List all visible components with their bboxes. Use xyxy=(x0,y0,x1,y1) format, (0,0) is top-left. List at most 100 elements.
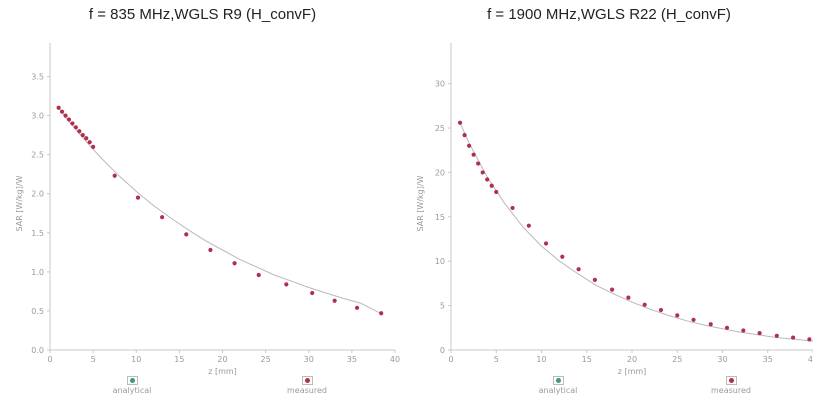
chart-plot: 0 5 10 15 20 25 30 35 40 0 5 10 15 20 25 30 z [mm] SAR [W… xyxy=(416,43,813,376)
data-point-measured xyxy=(494,189,499,195)
data-point-measured xyxy=(70,121,75,126)
x-tick-label: 20 xyxy=(627,355,637,364)
data-point-measured xyxy=(73,125,78,130)
y-tick-label: 25 xyxy=(435,124,445,133)
data-point-measured xyxy=(87,140,92,145)
x-tick-label: 30 xyxy=(717,355,727,364)
data-point-measured xyxy=(526,223,531,228)
y-tick-label: 1.0 xyxy=(31,268,44,277)
data-point-measured xyxy=(56,105,61,110)
data-point-measured xyxy=(284,282,289,287)
data-point-measured xyxy=(471,152,476,157)
data-point-measured xyxy=(84,136,89,141)
y-axis-label: SAR [W/kg]/W xyxy=(416,175,425,231)
data-point-measured xyxy=(66,117,72,122)
data-point-measured xyxy=(91,144,96,149)
x-axis-label: z [mm] xyxy=(208,367,237,376)
legend-item-measured[interactable]: measured xyxy=(696,376,766,395)
legend-swatch-measured xyxy=(301,376,313,385)
x-tick-label: 10 xyxy=(536,355,546,364)
data-point-measured xyxy=(741,328,746,333)
data-point-measured xyxy=(560,254,565,259)
chart-title: f = 1900 MHz,WGLS R22 (H_convF) xyxy=(487,6,731,23)
x-axis-label: z [mm] xyxy=(618,367,647,376)
y-tick-label: 3.0 xyxy=(31,112,44,121)
data-point-measured xyxy=(510,205,515,211)
series-line-analytical xyxy=(58,107,383,315)
chart-panel-right: f = 1900 MHz,WGLS R22 (H_convF) 0 5 10 15 20… xyxy=(405,0,813,402)
data-point-measured xyxy=(232,261,237,266)
data-point-measured xyxy=(609,287,615,292)
data-point-measured xyxy=(658,307,664,313)
y-axis-label: SAR [W/kg]/W xyxy=(15,175,24,231)
legend-label-measured: measured xyxy=(711,386,751,395)
data-point-measured xyxy=(626,295,631,300)
data-point-measured xyxy=(462,133,467,138)
y-tick-label: 15 xyxy=(435,213,445,222)
data-point-measured xyxy=(485,177,490,182)
x-tick-label: 0 xyxy=(47,355,52,364)
legend-swatch-analytical xyxy=(126,376,138,385)
data-point-measured xyxy=(59,109,65,114)
x-tick-label: 25 xyxy=(672,355,682,364)
x-tick-label: 40 xyxy=(390,355,400,364)
data-point-measured xyxy=(675,313,680,318)
y-tick-label: 0 xyxy=(440,346,445,355)
x-tick-label: 30 xyxy=(304,355,314,364)
x-tick-label: 10 xyxy=(131,355,141,364)
data-point-measured xyxy=(476,161,481,166)
x-tick-label: 25 xyxy=(261,355,271,364)
legend-item-measured[interactable]: measured xyxy=(272,376,342,395)
data-point-measured xyxy=(135,195,141,200)
data-point-measured xyxy=(184,232,189,237)
y-tick-label: 1.5 xyxy=(31,229,44,238)
series-line-analytical xyxy=(459,122,813,342)
x-tick-label: 40 xyxy=(808,355,813,364)
data-point-measured xyxy=(774,333,779,338)
x-tick-label: 15 xyxy=(174,355,184,364)
data-point-measured xyxy=(790,335,796,340)
y-tick-label: 10 xyxy=(435,257,445,266)
legend-swatch-analytical xyxy=(552,376,564,385)
legend-item-analytical[interactable]: analytical xyxy=(523,376,593,395)
y-tick-label: 0.0 xyxy=(31,346,44,355)
data-point-measured xyxy=(480,170,485,175)
data-point-measured xyxy=(724,325,730,330)
data-point-measured xyxy=(77,129,82,134)
chart-plot: 0 5 10 15 20 25 30 35 40 0.0 0.5 1.0 1.5 2.0 2.5 3.0 3.5… xyxy=(15,43,400,376)
data-point-measured xyxy=(807,337,812,342)
x-tick-label: 0 xyxy=(448,355,453,364)
data-point-measured xyxy=(457,120,463,125)
x-tick-label: 5 xyxy=(91,355,96,364)
x-tick-label: 35 xyxy=(347,355,357,364)
data-point-measured xyxy=(489,183,494,188)
legend-swatch-measured xyxy=(725,376,737,385)
data-point-measured xyxy=(691,317,696,322)
data-point-measured xyxy=(208,247,213,253)
data-point-measured xyxy=(543,241,549,246)
data-point-measured xyxy=(63,113,68,118)
y-tick-label: 5 xyxy=(440,302,445,311)
data-point-measured xyxy=(708,322,713,327)
data-point-measured xyxy=(379,311,384,316)
chart-panel-left: f = 835 MHz,WGLS R9 (H_convF) 0 5 10 15 20 25… xyxy=(0,0,405,402)
y-tick-label: 2.5 xyxy=(31,151,44,160)
y-tick-label: 30 xyxy=(435,80,445,89)
data-point-measured xyxy=(576,267,581,272)
y-tick-label: 20 xyxy=(435,168,445,177)
data-point-measured xyxy=(310,290,315,296)
x-tick-label: 15 xyxy=(582,355,592,364)
data-point-measured xyxy=(354,305,360,310)
y-tick-label: 0.5 xyxy=(31,307,44,316)
data-point-measured xyxy=(642,302,647,307)
chart-title: f = 835 MHz,WGLS R9 (H_convF) xyxy=(88,6,317,23)
legend-label-analytical: analytical xyxy=(538,386,578,395)
legend-item-analytical[interactable]: analytical xyxy=(97,376,167,395)
data-point-measured xyxy=(332,298,337,303)
y-tick-label: 3.5 xyxy=(31,73,44,82)
legend-label-measured: measured xyxy=(287,386,327,395)
data-point-measured xyxy=(467,143,472,148)
data-point-measured xyxy=(160,215,165,220)
data-point-measured xyxy=(112,173,117,178)
x-tick-label: 5 xyxy=(494,355,499,364)
